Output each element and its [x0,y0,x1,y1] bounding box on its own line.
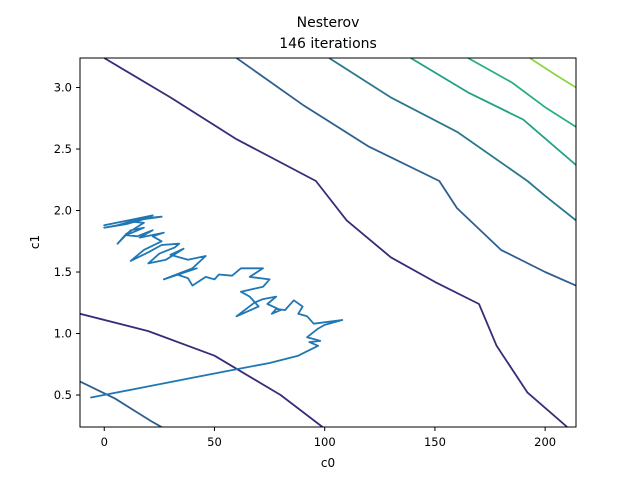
x-tick-label: 0 [101,435,108,449]
plot-frame [79,57,577,428]
contour-line-7 [467,58,576,128]
optimizer-path [90,214,344,399]
x-axis-label: c0 [321,456,335,470]
y-tick-label: 1.0 [54,327,72,341]
x-tick-label: 200 [534,435,556,449]
optimizer-path-line [90,214,344,399]
contour-line-4 [235,58,576,287]
contour-line-8 [529,58,576,89]
contour-line-1 [80,312,324,427]
y-tick-label: 2.0 [54,204,72,218]
y-axis-ticks: 0.5 1.0 1.5 2.0 2.5 3.0 [54,81,80,402]
x-tick-label: 150 [424,435,446,449]
contour-line-3 [80,380,163,427]
contour-line-6 [410,58,576,166]
y-tick-label: 3.0 [54,81,72,95]
contour-line-5 [328,58,576,222]
x-tick-label: 50 [207,435,222,449]
y-tick-label: 0.5 [54,388,72,402]
contour-lines [80,58,576,427]
y-axis-label: c1 [28,235,42,249]
y-tick-label: 1.5 [54,265,72,279]
chart-title-line-1: Nesterov [297,15,360,31]
x-axis-ticks: 0 50 100 150 200 [101,427,556,449]
y-tick-label: 2.5 [54,142,72,156]
x-tick-label: 100 [314,435,336,449]
contour-line-2 [103,58,568,427]
chart-title-line-2: 146 iterations [279,36,377,52]
